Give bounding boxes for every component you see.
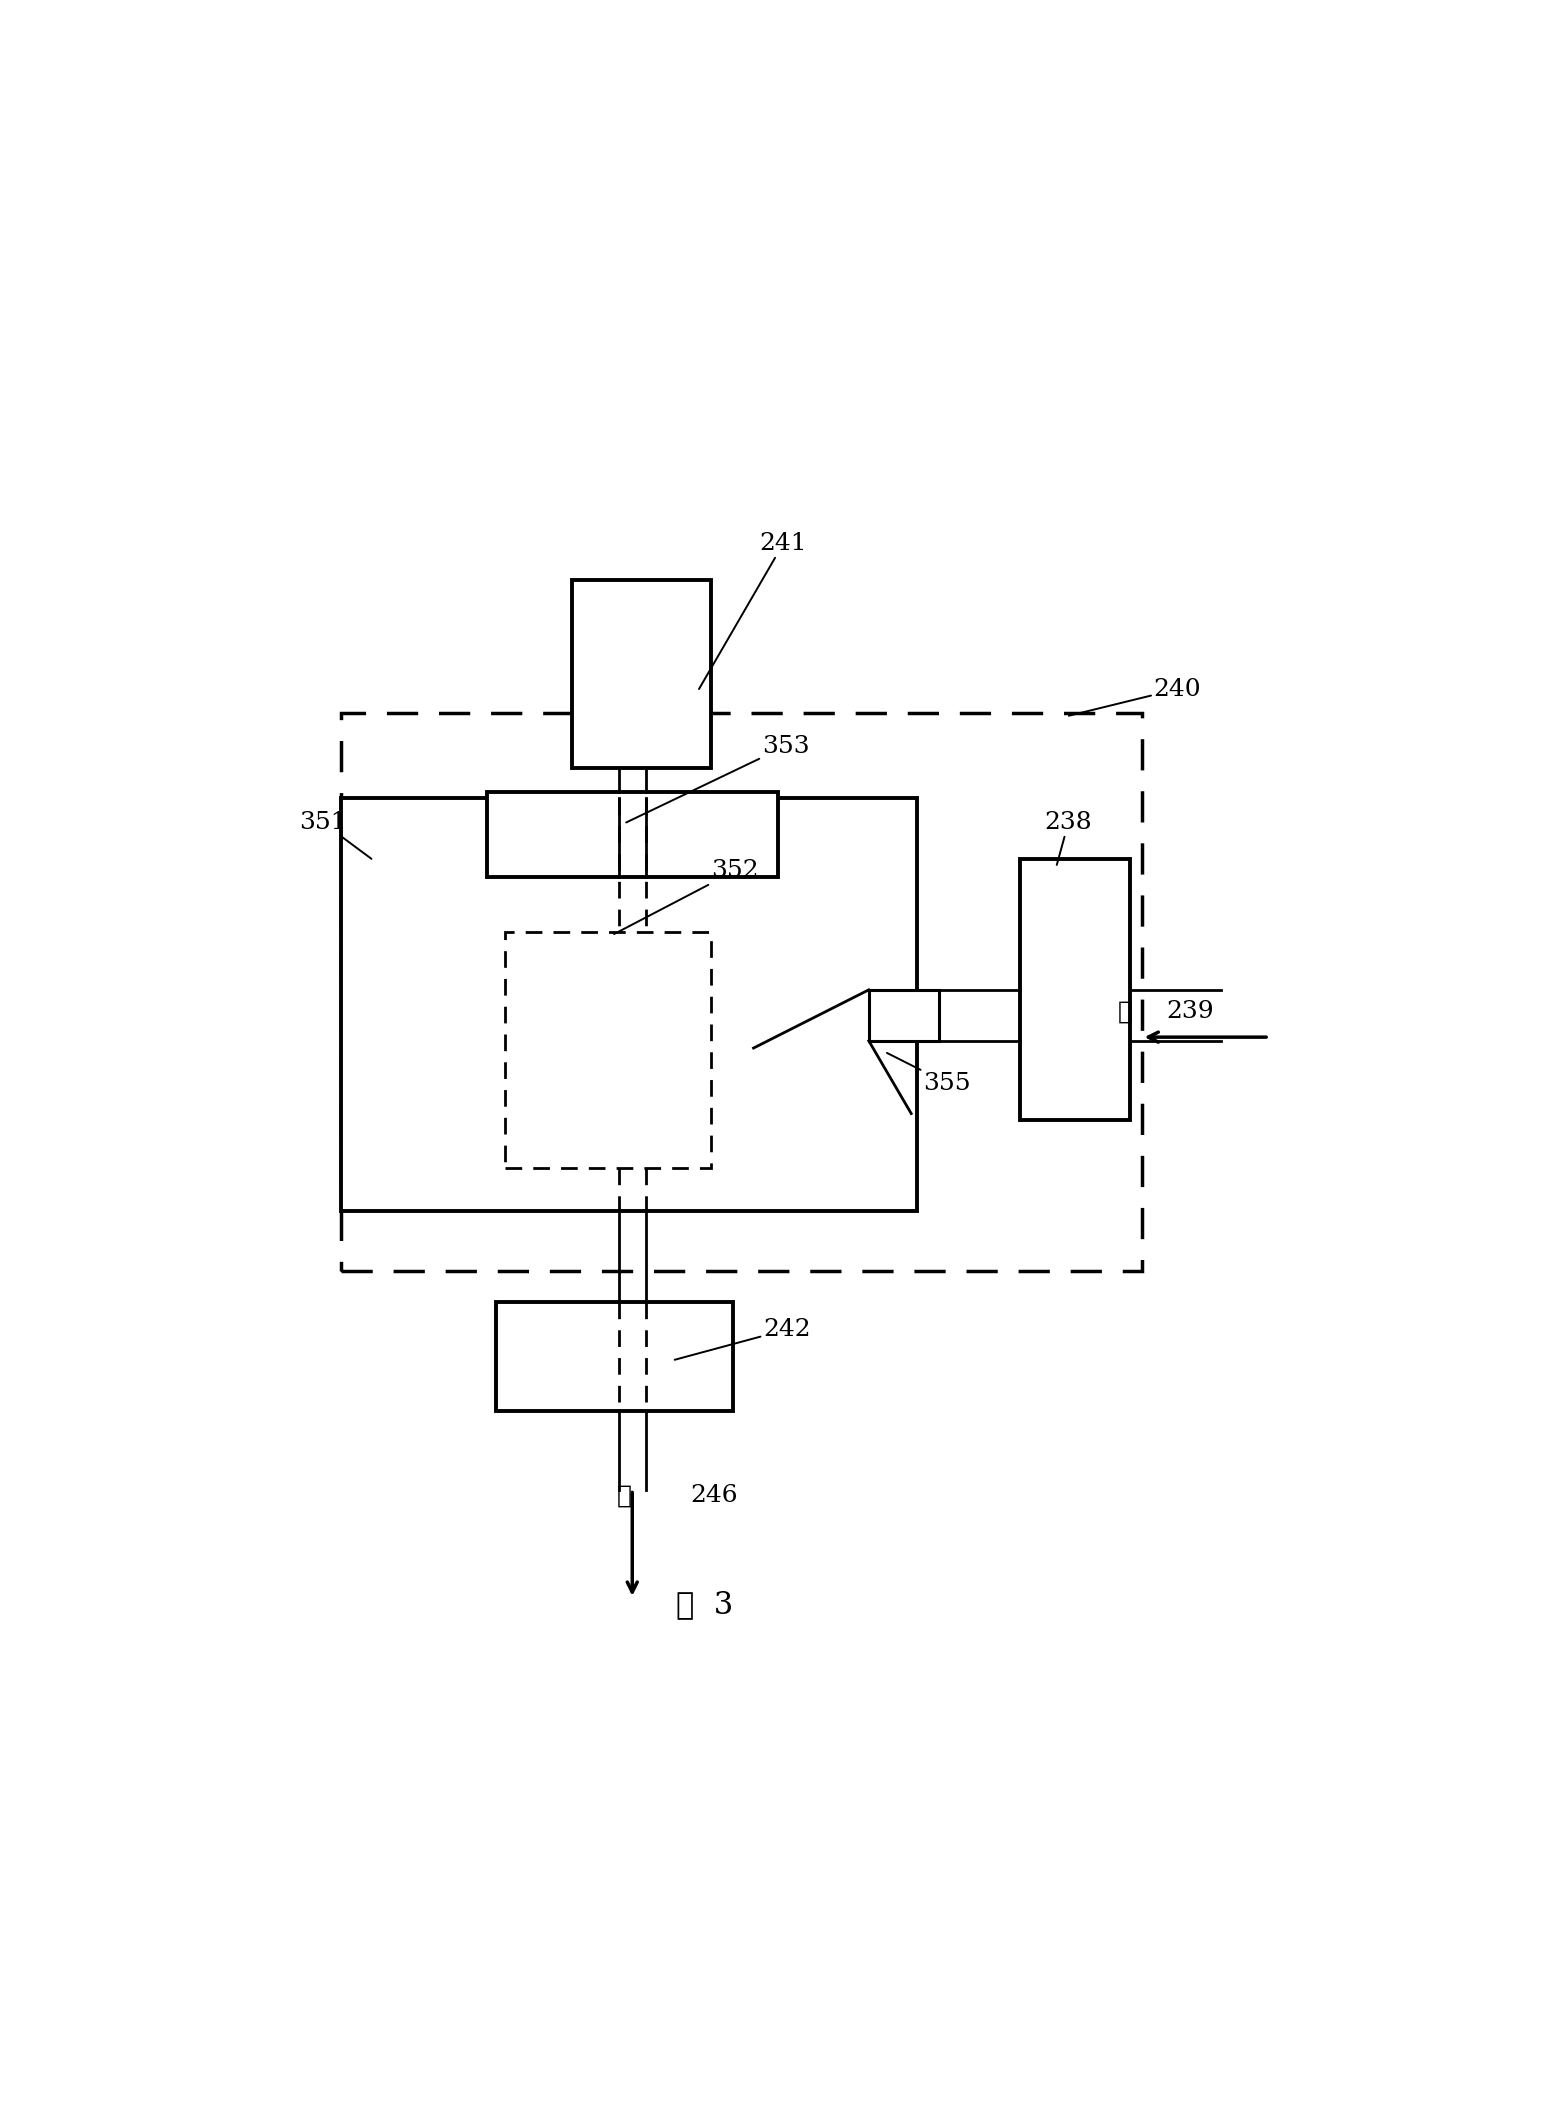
Bar	[341, 797, 917, 1211]
Text: 351: 351	[299, 812, 371, 858]
Bar	[1020, 858, 1130, 1120]
Bar	[487, 793, 778, 877]
Text: 239: 239	[1166, 1000, 1213, 1023]
Text: 从: 从	[1117, 1000, 1133, 1023]
Bar	[496, 1301, 732, 1411]
Text: 352: 352	[613, 860, 759, 934]
Text: 238: 238	[1044, 812, 1092, 865]
Text: 355: 355	[887, 1052, 970, 1095]
Text: 353: 353	[626, 734, 809, 823]
Text: 241: 241	[700, 531, 808, 690]
Text: 246: 246	[690, 1485, 739, 1508]
Text: 242: 242	[675, 1318, 811, 1360]
Text: 240: 240	[1069, 677, 1202, 715]
Bar	[869, 989, 939, 1040]
Bar	[505, 932, 711, 1168]
Bar	[571, 580, 711, 768]
Bar	[341, 713, 1142, 1272]
Text: 图  3: 图 3	[676, 1590, 734, 1620]
Text: 到: 到	[617, 1485, 632, 1508]
